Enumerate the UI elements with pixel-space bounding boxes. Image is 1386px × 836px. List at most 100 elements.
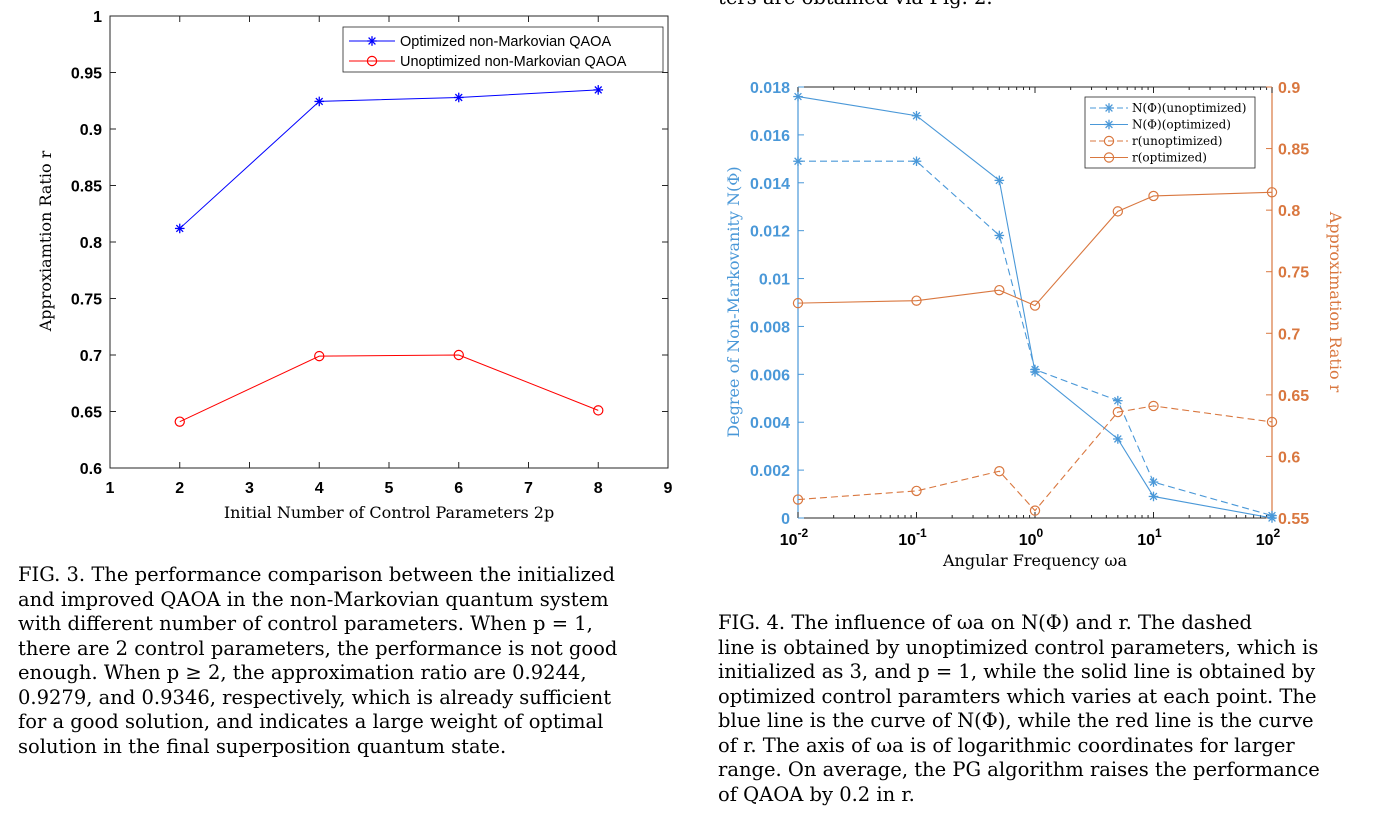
fig3-plot-frame bbox=[109, 15, 669, 469]
fig3-data-point bbox=[453, 349, 464, 361]
figure-4-caption: FIG. 4. The influence of ωa on N(Φ) and … bbox=[718, 611, 1372, 807]
fig4-right-tick-label: 0.65 bbox=[1278, 388, 1309, 405]
fig3-legend: Optimized non-Markovian QAOA Unoptimized … bbox=[342, 26, 664, 73]
fig4-legend-label: N(Φ)(optimized) bbox=[1132, 118, 1231, 132]
fig4-right-tick-label: 0.75 bbox=[1278, 265, 1309, 282]
fig3-x-tick-label: 1 bbox=[106, 480, 115, 497]
caption-line: with different number of control paramet… bbox=[18, 612, 593, 635]
fig4-data-point bbox=[1266, 187, 1278, 198]
caption-line: of r. The axis of ωa is of logarithmic c… bbox=[718, 733, 1295, 757]
fig4-right-axis-label: Approximation Ratio r bbox=[1326, 211, 1345, 393]
fig4-data-point bbox=[994, 230, 1005, 241]
fig4-data-point bbox=[1030, 367, 1040, 377]
fig4-legend-label: N(Φ)(unoptimized) bbox=[1132, 101, 1246, 115]
figure-3-caption: FIG. 3. The performance comparison betwe… bbox=[18, 563, 670, 759]
fig4-left-tick-label: 0.004 bbox=[750, 415, 790, 432]
fig4-left-tick-label: 0.008 bbox=[750, 319, 790, 336]
fig4-series-line bbox=[797, 96, 1273, 519]
fig3-y-tick-label: 0.9 bbox=[80, 122, 102, 139]
fig3-legend-marker bbox=[366, 55, 378, 67]
fig4-data-point bbox=[1267, 510, 1277, 521]
fig3-y-tick-label: 0.75 bbox=[71, 292, 102, 309]
caption-line: range. On average, the PG algorithm rais… bbox=[718, 758, 1320, 781]
fig4-legend-marker bbox=[1104, 103, 1114, 113]
fig4-x-axis-label: Angular Frequency ωa bbox=[942, 551, 1127, 570]
caption-line: FIG. 4. The influence of ωa on N(Φ) and … bbox=[718, 611, 1253, 634]
fig4-series-line bbox=[797, 191, 1273, 307]
fig4-series-line bbox=[797, 405, 1273, 512]
fig3-data-point bbox=[174, 416, 185, 427]
fig4-data-point bbox=[1029, 300, 1041, 311]
fig3-x-tick-label: 5 bbox=[385, 480, 394, 497]
fig4-data-point bbox=[911, 110, 922, 121]
fig3-y-tick-label: 0.6 bbox=[80, 461, 102, 478]
caption-line: line is obtained by unoptimized control … bbox=[718, 635, 1319, 659]
caption-line: enough. When p ≥ 2, the approximation ra… bbox=[18, 661, 587, 684]
fig4-left-tick-label: 0.012 bbox=[750, 224, 790, 241]
fig3-y-tick-label: 0.95 bbox=[71, 66, 102, 83]
fig4-left-tick-label: 0.01 bbox=[759, 272, 790, 289]
fig3-series-line bbox=[179, 89, 599, 229]
fig3-x-tick-label: 6 bbox=[454, 480, 463, 497]
fig4-data-point bbox=[793, 91, 803, 102]
fig4-data-point bbox=[1148, 190, 1159, 202]
fig4-right-tick-label: 0.9 bbox=[1278, 80, 1300, 97]
fig4-left-tick-label: 0.018 bbox=[750, 80, 790, 97]
fig4-legend: N(Φ)(unoptimized) N(Φ)(optimized) r(unopti… bbox=[1084, 96, 1256, 169]
fig4-x-tick-label: 10-1 bbox=[898, 526, 927, 549]
fig4-data-point bbox=[1029, 505, 1041, 516]
fig4-data-point bbox=[1267, 513, 1277, 523]
fig4-right-tick-label: 0.8 bbox=[1278, 203, 1300, 220]
fig4-legend-marker bbox=[1103, 135, 1115, 147]
caption-line: initialized as 3, and p = 1, while the s… bbox=[718, 660, 1316, 683]
fig4-left-axis-label: Degree of Non-Markovanity N(Φ) bbox=[724, 166, 743, 437]
fig3-x-tick-label: 7 bbox=[524, 480, 533, 497]
fig4-x-tick-label: 100 bbox=[1019, 526, 1044, 549]
fig4-data-point bbox=[994, 466, 1005, 477]
fig4-series-line bbox=[798, 160, 1273, 517]
fig4-legend-marker bbox=[1104, 119, 1114, 130]
fig4-right-tick-label: 0.6 bbox=[1278, 449, 1300, 466]
fig4-left-tick-label: 0.014 bbox=[750, 176, 790, 193]
fig3-legend-box bbox=[342, 26, 664, 73]
fig4-data-point bbox=[1112, 406, 1124, 418]
fig4-data-point bbox=[1113, 434, 1123, 444]
caption-line: optimized control paramters which varies… bbox=[718, 684, 1317, 708]
caption-line: blue line is the curve of N(Φ), while th… bbox=[718, 709, 1314, 732]
fig4-right-tick-label: 0.85 bbox=[1278, 142, 1309, 159]
fig3-legend-label: Optimized non-Markovian QAOA bbox=[400, 34, 611, 50]
fig4-data-point bbox=[994, 175, 1005, 186]
fig4-x-tick-label: 10-2 bbox=[780, 526, 809, 549]
fig3-y-tick-label: 0.7 bbox=[80, 348, 102, 365]
caption-line: FIG. 3. The performance comparison betwe… bbox=[18, 563, 615, 586]
fig3-data-point bbox=[314, 350, 325, 362]
fig3-x-axis-label: Initial Number of Control Parameters 2p bbox=[224, 503, 554, 522]
fig4-data-point bbox=[792, 494, 804, 505]
fig4-x-tick-label: 101 bbox=[1137, 526, 1162, 549]
fig4-data-point bbox=[1113, 395, 1123, 406]
fig4-data-point bbox=[911, 485, 922, 497]
fig3-x-tick-label: 3 bbox=[245, 480, 254, 497]
fig4-data-point bbox=[792, 297, 804, 309]
fig3-legend-label: Unoptimized non-Markovian QAOA bbox=[400, 54, 627, 70]
fig3-y-axis-label: Approxiamtion Ratio r bbox=[36, 150, 55, 332]
caption-line: and improved QAOA in the non-Markovian q… bbox=[18, 587, 609, 611]
fig3-x-tick-label: 4 bbox=[315, 480, 324, 497]
fig3-data-point bbox=[174, 223, 185, 234]
fig4-data-point bbox=[911, 156, 922, 167]
caption-line: of QAOA by 0.2 in r. bbox=[718, 782, 915, 806]
fig4-legend-label: r(unoptimized) bbox=[1132, 134, 1222, 148]
caption-line: for a good solution, and indicates a lar… bbox=[18, 710, 604, 733]
fig4-data-point bbox=[1112, 206, 1124, 217]
fig3-y-tick-label: 1 bbox=[93, 9, 102, 26]
fig3-data-point bbox=[593, 405, 604, 416]
fig4-left-tick-label: 0.016 bbox=[750, 128, 790, 145]
fig4-data-point bbox=[1030, 364, 1040, 375]
fig3-data-point bbox=[314, 96, 325, 107]
caption-line: there are 2 control parameters, the perf… bbox=[18, 636, 618, 660]
fig4-x-tick-label: 102 bbox=[1256, 526, 1281, 549]
caption-line: solution in the final superposition quan… bbox=[18, 734, 507, 758]
fig4-legend-label: r(optimized) bbox=[1132, 151, 1207, 165]
fig4-right-tick-label: 0.7 bbox=[1278, 326, 1300, 343]
fig3-data-point bbox=[453, 92, 464, 103]
